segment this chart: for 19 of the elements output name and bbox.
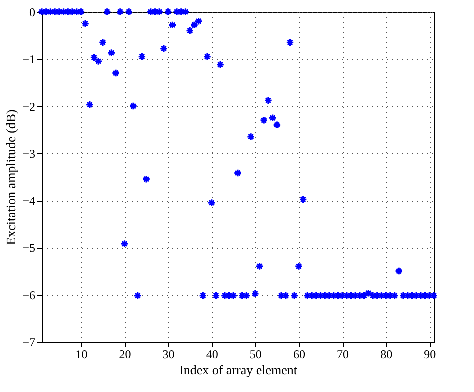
x-tick-label: 50 bbox=[250, 348, 262, 362]
y-tick-label: −7 bbox=[22, 336, 36, 350]
y-tick-label: −2 bbox=[22, 100, 36, 114]
y-tick-label: −6 bbox=[22, 288, 36, 302]
x-tick-label: 70 bbox=[337, 348, 350, 362]
x-tick-label: 60 bbox=[293, 348, 306, 362]
x-tick-label: 10 bbox=[76, 348, 88, 362]
x-tick-label: 40 bbox=[206, 348, 218, 362]
x-tick-label: 90 bbox=[424, 348, 436, 362]
x-tick-label: 80 bbox=[380, 348, 393, 362]
y-tick-label: 0 bbox=[30, 6, 36, 20]
y-tick-label: −1 bbox=[22, 52, 36, 67]
y-tick-label: −4 bbox=[22, 194, 36, 208]
x-axis-title: Index of array element bbox=[179, 362, 298, 378]
y-tick-label: −3 bbox=[22, 146, 36, 161]
x-tick-label: 30 bbox=[162, 348, 175, 362]
y-tick-label: −5 bbox=[22, 241, 36, 256]
x-tick-label: 20 bbox=[119, 348, 132, 362]
y-axis-title: Excitation amplitude (dB) bbox=[4, 110, 19, 246]
